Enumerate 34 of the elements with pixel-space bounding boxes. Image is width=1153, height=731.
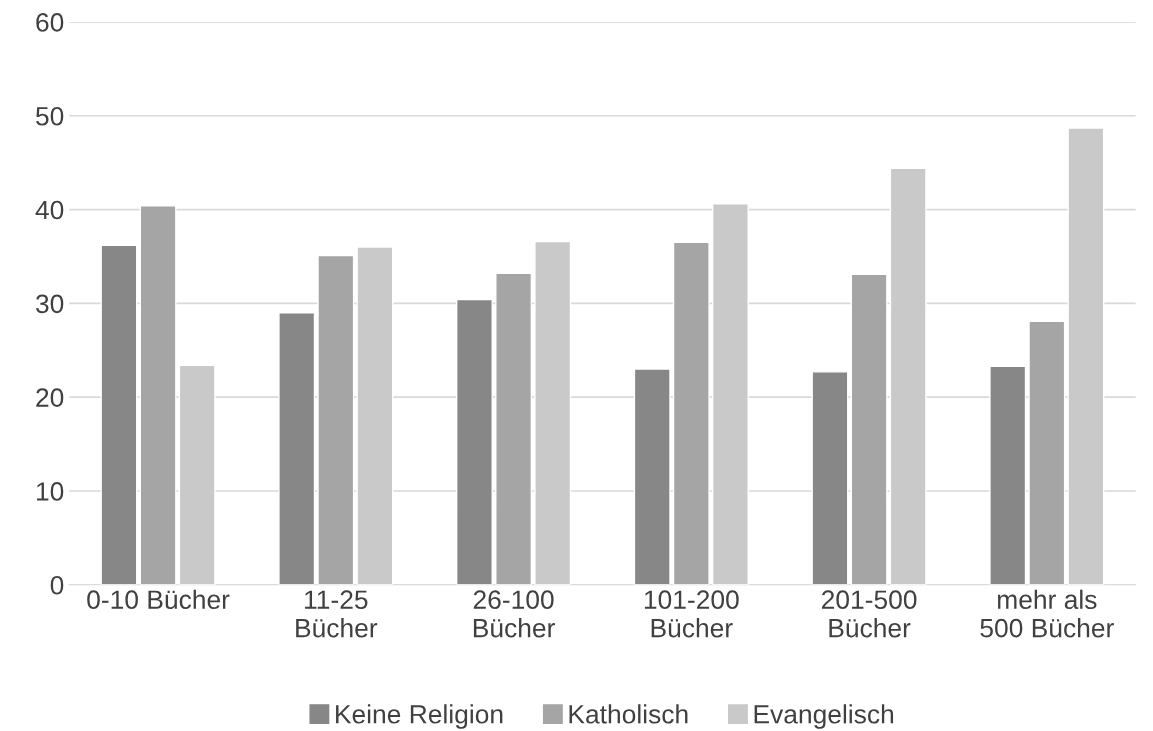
bar: [317, 254, 355, 585]
bar: [495, 272, 533, 585]
y-tick-label: 20: [36, 388, 64, 407]
x-tick-label: 0-10 Bücher: [87, 589, 230, 610]
y-tick-label: 30: [35, 294, 64, 314]
bar: [139, 205, 177, 585]
x-tick-label: 201-500 Bücher: [821, 590, 917, 638]
y-tick-label: 60: [36, 13, 64, 32]
x-tick-label: mehr als 500 Bücher: [980, 589, 1114, 638]
bar: [889, 167, 927, 585]
bar: [989, 365, 1027, 585]
legend-label: Katholisch: [569, 704, 688, 724]
bar: [850, 273, 888, 585]
bar: [455, 298, 493, 585]
x-tick-label: 11-25 Bücher: [296, 590, 378, 638]
bar: [811, 371, 849, 585]
x-tick-label: 26-100 Bücher: [473, 590, 555, 638]
bar: [711, 203, 749, 585]
x-tick-label: 101-200 Bücher: [644, 590, 739, 638]
y-tick-label: 50: [36, 106, 64, 126]
bar: [1067, 127, 1105, 585]
bar: [534, 240, 572, 585]
legend-label: Evangelisch: [754, 704, 894, 729]
y-tick-label: 0: [50, 575, 64, 595]
bar: [633, 368, 671, 585]
legend-label: Keine Religion: [336, 704, 503, 729]
bar: [1028, 320, 1066, 585]
y-tick-label: 10: [36, 482, 64, 501]
bar: [356, 246, 394, 585]
y-tick-label: 40: [35, 200, 64, 220]
bar: [278, 312, 316, 585]
bar: [178, 364, 216, 585]
bar: [100, 244, 138, 585]
bar: [672, 241, 710, 585]
